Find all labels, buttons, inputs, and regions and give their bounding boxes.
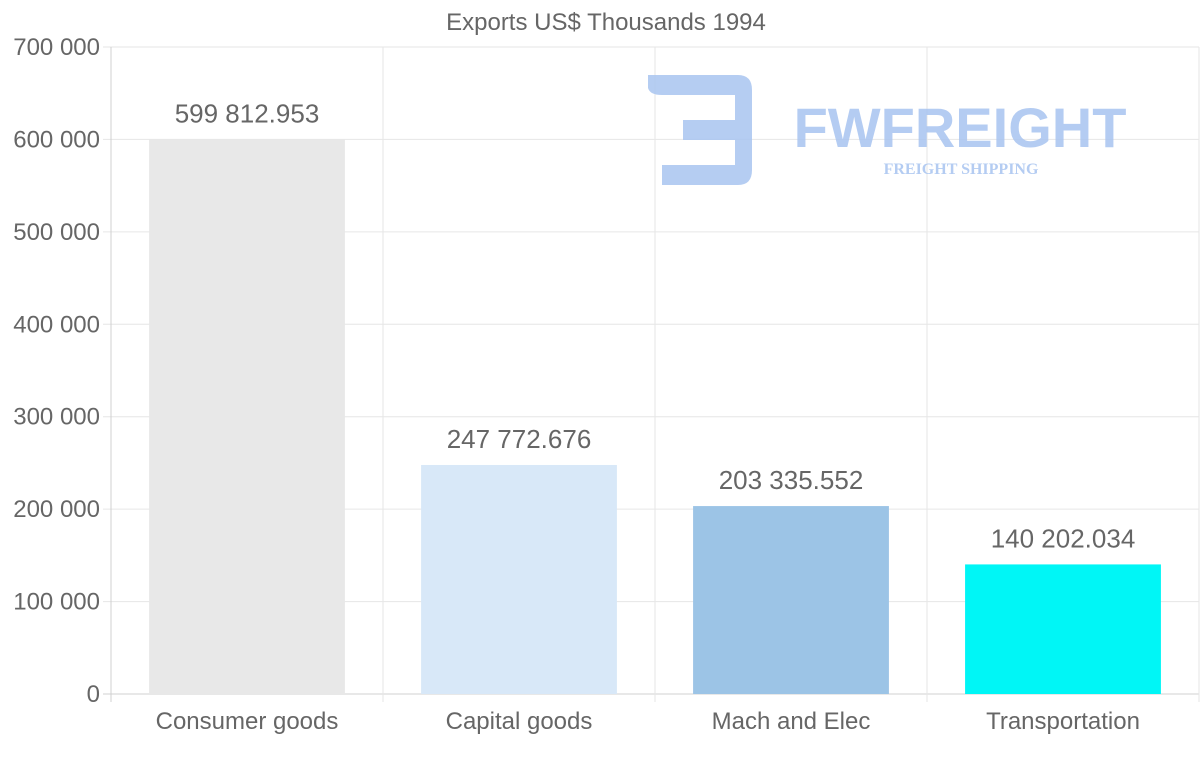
y-tick-label: 0: [87, 681, 100, 708]
bar: [965, 564, 1161, 694]
x-tick-label: Consumer goods: [156, 708, 339, 735]
bar: [149, 139, 345, 695]
y-tick-label: 100 000: [13, 589, 100, 616]
x-tick-label: Mach and Elec: [712, 708, 871, 735]
bars-layer: [149, 139, 1161, 695]
y-tick-label: 400 000: [13, 311, 100, 338]
y-tick-label: 700 000: [13, 34, 100, 61]
y-axis-ticks: 0 100 000 200 000 300 000 400 000 500 000 600 …: [13, 34, 100, 708]
x-axis-ticks: Consumer goods Capital goods Mach and Elec…: [156, 708, 1140, 735]
data-label: 247 772.676: [447, 424, 592, 454]
data-label: 203 335.552: [719, 465, 864, 495]
data-labels-layer: 599 812.953 247 772.676 203 335.552 140 202…: [175, 99, 1136, 554]
y-tick-label: 200 000: [13, 496, 100, 523]
y-tick-label: 600 000: [13, 126, 100, 153]
bar: [693, 506, 889, 694]
chart-title: Exports US$ Thousands 1994: [446, 9, 766, 36]
fw-logo-icon: [648, 75, 752, 185]
watermark-brand: FWFREIGHT: [794, 96, 1127, 159]
data-label: 599 812.953: [175, 99, 320, 129]
watermark-logo: FWFREIGHT FREIGHT SHIPPING: [648, 75, 1126, 185]
watermark-tagline: FREIGHT SHIPPING: [884, 161, 1039, 178]
bar: [421, 464, 617, 694]
y-tick-label: 300 000: [13, 404, 100, 431]
data-label: 140 202.034: [991, 523, 1136, 553]
y-tick-label: 500 000: [13, 219, 100, 246]
x-tick-label: Capital goods: [446, 708, 593, 735]
x-tick-label: Transportation: [986, 708, 1140, 735]
